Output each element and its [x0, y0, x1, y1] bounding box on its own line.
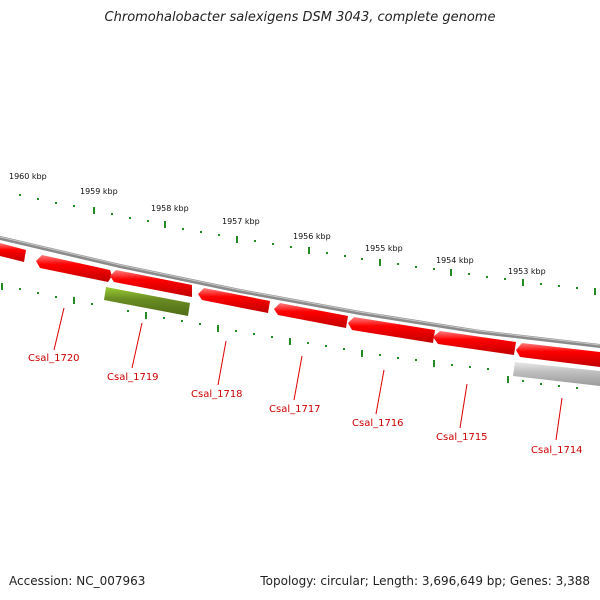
gene-label[interactable]: Csal_1714: [531, 445, 583, 456]
inner-tick-track: [1, 283, 578, 389]
kbp-labels: 1960 kbp 1959 kbp 1958 kbp 1957 kbp 1956…: [9, 172, 546, 276]
gene-features: [0, 243, 600, 386]
gene-feature[interactable]: [104, 287, 190, 316]
outer-tick-track: [19, 194, 596, 295]
gene-feature[interactable]: [513, 362, 600, 386]
genome-backbone: [0, 236, 600, 348]
gene-label[interactable]: Csal_1716: [352, 418, 404, 429]
gene-feature[interactable]: [36, 255, 112, 282]
kbp-label: 1958 kbp: [151, 204, 189, 213]
kbp-label: 1955 kbp: [365, 244, 403, 253]
gene-label[interactable]: Csal_1720: [28, 353, 80, 364]
gene-label[interactable]: Csal_1719: [107, 372, 159, 383]
gene-feature[interactable]: [348, 317, 435, 343]
kbp-label: 1956 kbp: [293, 232, 331, 241]
gene-label[interactable]: Csal_1718: [191, 389, 243, 400]
gene-feature[interactable]: [0, 243, 26, 262]
accession-text: Accession: NC_007963: [9, 574, 146, 588]
gene-feature[interactable]: [274, 303, 348, 328]
kbp-label: 1954 kbp: [436, 256, 474, 265]
kbp-label: 1957 kbp: [222, 217, 260, 226]
leader-lines: [53, 307, 563, 441]
gene-labels: Csal_1720 Csal_1719 Csal_1718 Csal_1717 …: [28, 353, 583, 456]
genome-summary-text: Topology: circular; Length: 3,696,649 bp…: [260, 574, 590, 588]
gene-feature[interactable]: [110, 270, 192, 297]
genome-title: Chromohalobacter salexigens DSM 3043, co…: [104, 10, 496, 25]
kbp-label: 1960 kbp: [9, 172, 47, 181]
kbp-label: 1953 kbp: [508, 267, 546, 276]
gene-feature[interactable]: [516, 343, 600, 367]
gene-feature[interactable]: [198, 288, 270, 313]
gene-label[interactable]: Csal_1715: [436, 432, 488, 443]
gene-label[interactable]: Csal_1717: [269, 404, 321, 415]
gene-feature[interactable]: [433, 331, 516, 355]
kbp-label: 1959 kbp: [80, 187, 118, 196]
